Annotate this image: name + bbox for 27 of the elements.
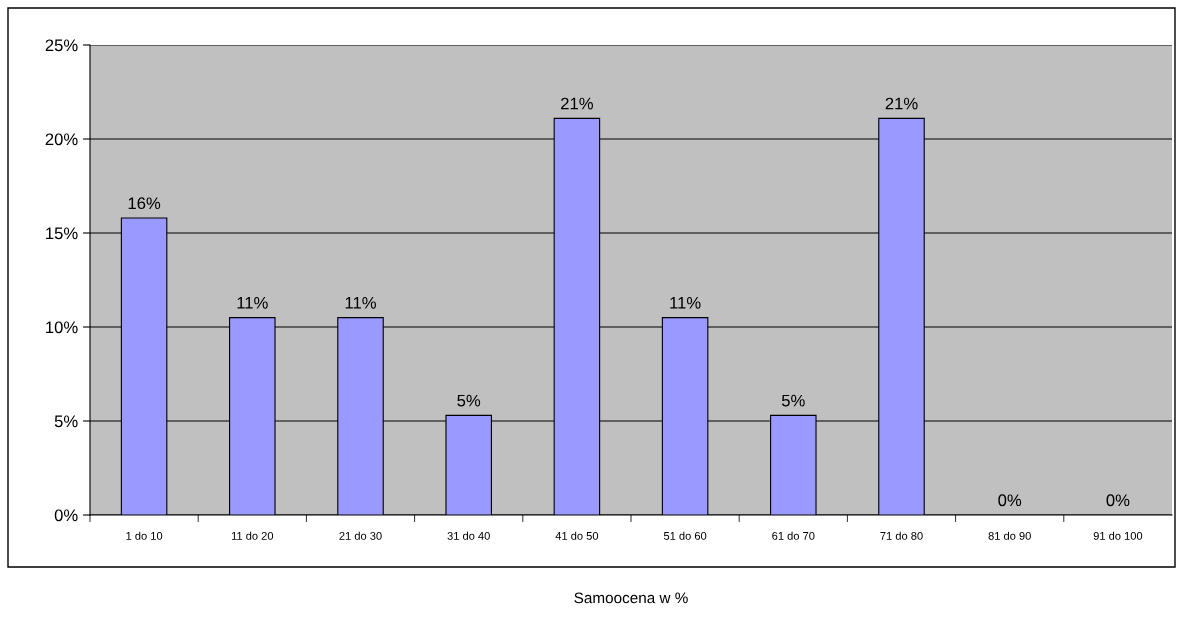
x-tick-label: 41 do 50 xyxy=(555,531,599,540)
y-tick-label: 10% xyxy=(46,321,78,334)
data-label: 5% xyxy=(457,394,481,407)
data-label: 11% xyxy=(345,297,376,309)
x-axis-title: Samoocena w % xyxy=(574,592,688,604)
y-tick-label: 20% xyxy=(45,133,78,146)
x-tick-label: 1 do 10 xyxy=(126,531,163,540)
data-label: 16% xyxy=(128,197,161,210)
x-tick-label: 71 do 80 xyxy=(880,531,923,540)
data-label: 21% xyxy=(561,97,593,110)
y-tick-label: 25% xyxy=(45,39,78,52)
x-tick-label: 81 do 90 xyxy=(988,531,1031,540)
y-tick-label: 15% xyxy=(46,227,78,240)
x-tick-label: 21 do 30 xyxy=(339,531,382,540)
data-label: 11% xyxy=(237,297,268,309)
data-label: 21% xyxy=(885,97,918,110)
x-tick-label: 51 do 60 xyxy=(663,531,707,540)
data-label: 5% xyxy=(781,394,805,407)
data-label: 11% xyxy=(670,297,701,309)
x-tick-label: 31 do 40 xyxy=(447,531,490,540)
y-tick-label: 5% xyxy=(54,415,78,428)
x-tick-label: 61 do 70 xyxy=(772,531,815,540)
x-tick-label: 11 do 20 xyxy=(231,531,274,540)
data-label: 0% xyxy=(998,494,1022,507)
x-tick-label: 91 do 100 xyxy=(1093,531,1143,540)
data-label: 0% xyxy=(1106,494,1130,507)
y-tick-label: 0% xyxy=(54,509,78,522)
